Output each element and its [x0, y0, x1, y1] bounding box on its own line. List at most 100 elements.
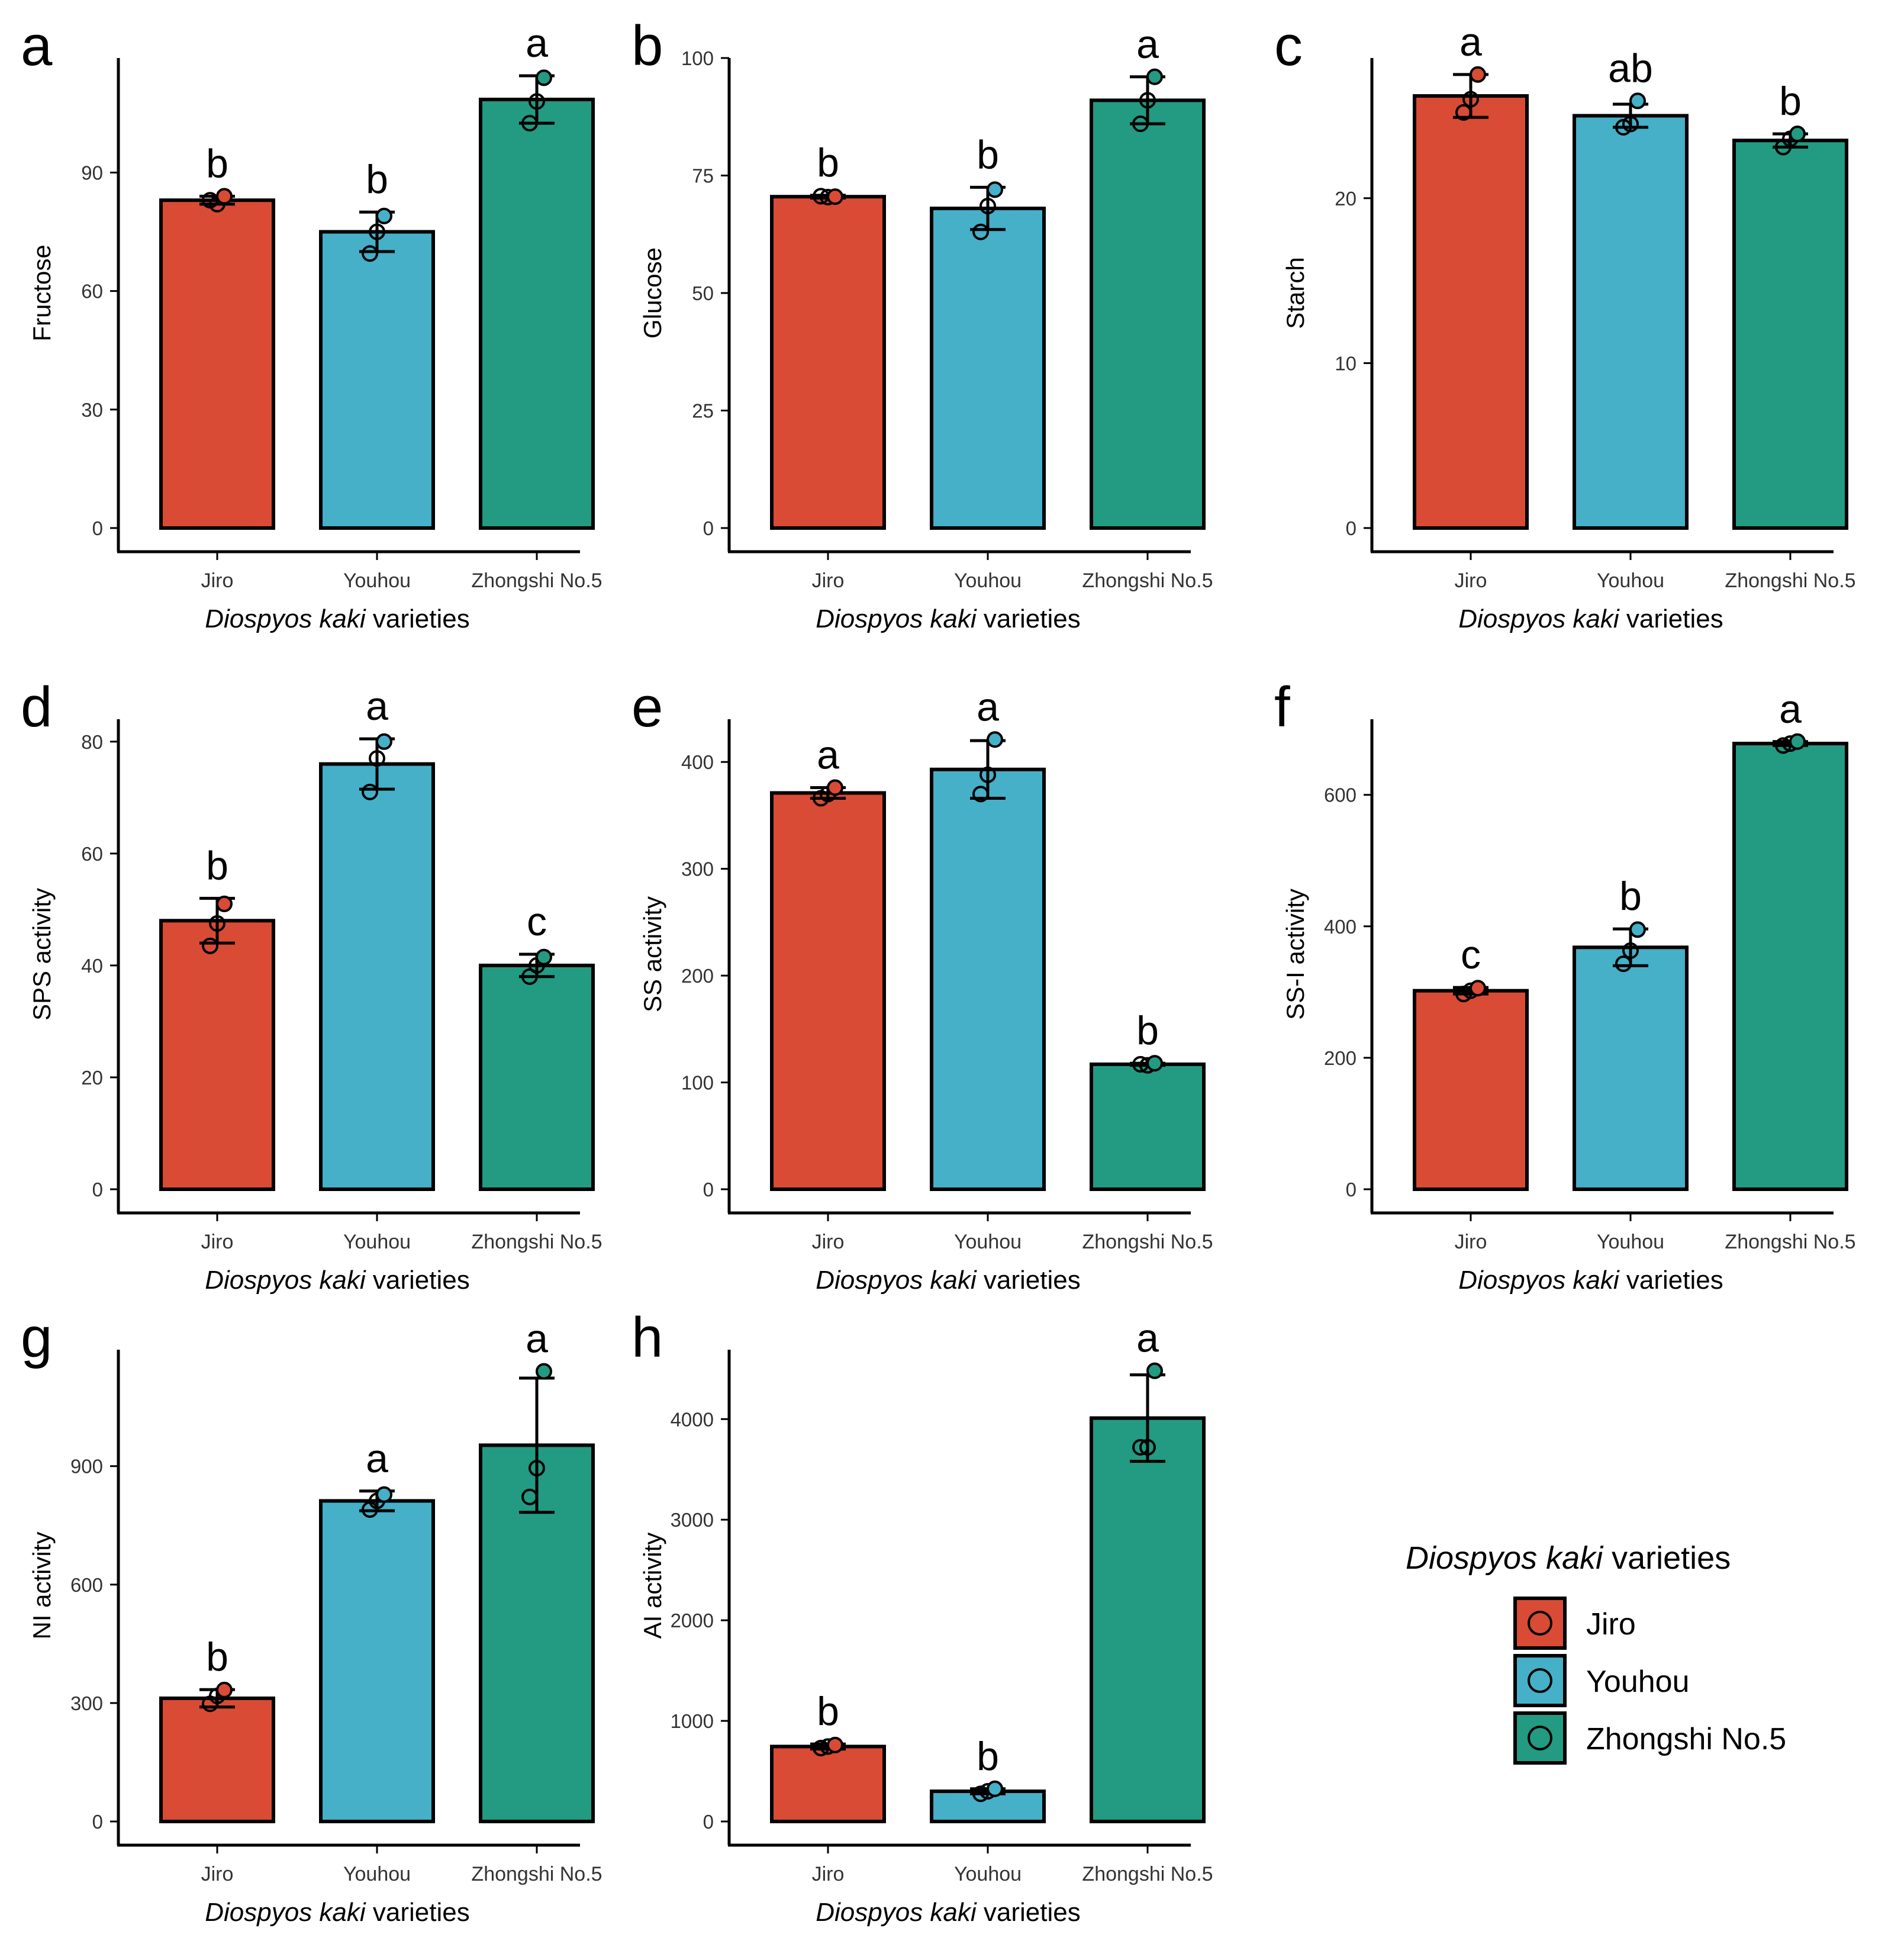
panel-b: b Glucose 0 25 50 75 100 b Jiro b Youhou a Zhongshi …: [631, 14, 1213, 633]
panel-label-h: h: [631, 1306, 663, 1369]
y-axis-label-e: SS activity: [639, 896, 666, 1012]
y-tick-label-f-0: 0: [1346, 1179, 1357, 1201]
x-axis-label-italic-d: Diospyos kaki: [205, 1266, 366, 1295]
panels-group: a Fructose 0 30 60 90 b Jiro b Youhou a Zhongshi No…: [21, 14, 1856, 1927]
y-tick-label-b-2: 50: [692, 282, 714, 304]
legend-item-youhou: Youhou: [1513, 1654, 1690, 1707]
significance-letter-a-2: a: [526, 21, 548, 66]
bar-d-0: [159, 919, 275, 1192]
x-axis-label-rest-g: varieties: [366, 1898, 470, 1927]
y-tick-label-d-1: 20: [81, 1067, 103, 1089]
significance-letter-g-2: a: [526, 1317, 548, 1362]
legend-key-zhongshi: [1513, 1711, 1567, 1765]
x-tick-label-c-0: Jiro: [1455, 569, 1487, 592]
data-point-a-1-0: [362, 245, 378, 262]
data-point-h-1-2: [987, 1780, 1003, 1797]
y-axis-label-d: SPS activity: [28, 888, 56, 1021]
legend-key-youhou-point: [1528, 1668, 1552, 1693]
significance-letter-c-1: ab: [1608, 46, 1653, 91]
x-tick-label-h-2: Zhongshi No.5: [1082, 1863, 1213, 1885]
panel-label-e: e: [631, 675, 663, 739]
significance-letter-d-1: a: [366, 684, 388, 729]
significance-letter-b-2: a: [1136, 22, 1159, 67]
bar-c-0: [1413, 94, 1529, 530]
x-tick-label-g-2: Zhongshi No.5: [471, 1863, 602, 1885]
y-tick-label-d-0: 0: [92, 1179, 103, 1201]
x-tick-label-e-2: Zhongshi No.5: [1082, 1231, 1213, 1253]
panel-h: h AI activity 0 1000 2000 3000 4000 b Jiro b Youho…: [631, 1306, 1213, 1927]
x-tick-label-f-0: Jiro: [1455, 1231, 1487, 1253]
bar-f-2: [1732, 742, 1848, 1191]
panel-label-f: f: [1274, 675, 1290, 739]
significance-letter-e-1: a: [977, 684, 999, 729]
x-axis-label-c: Diospyos kaki varieties: [1458, 604, 1723, 633]
legend-key-jiro: [1513, 1597, 1567, 1650]
y-tick-label-e-4: 400: [681, 751, 714, 773]
y-tick-label-d-3: 60: [81, 843, 103, 865]
data-point-h-1-0: [972, 1785, 989, 1803]
panel-e: e SS activity 0 100 200 300 400 a Jiro a Youhou b Zh…: [631, 675, 1213, 1295]
significance-letter-f-2: a: [1779, 687, 1802, 732]
y-tick-label-c-2: 20: [1335, 188, 1357, 210]
x-tick-label-b-1: Youhou: [954, 569, 1022, 592]
legend-label-zhongshi: Zhongshi No.5: [1586, 1722, 1786, 1756]
x-axis-label-b: Diospyos kaki varieties: [816, 604, 1081, 633]
y-tick-label-h-0: 0: [703, 1811, 714, 1833]
data-point-c-1-2: [1629, 92, 1646, 110]
legend: Diospyos kaki varieties Jiro Youhou Zhon…: [1406, 1540, 1786, 1765]
data-point-e-1-1: [980, 766, 996, 783]
data-point-d-1-2: [376, 733, 392, 750]
data-point-a-2-1: [529, 93, 545, 110]
data-point-g-2-1: [529, 1460, 545, 1477]
data-point-g-2-2: [536, 1363, 552, 1380]
legend-title-rest: varieties: [1603, 1540, 1731, 1576]
data-point-c-0-0: [1455, 104, 1472, 121]
data-point-b-1-1: [980, 198, 996, 215]
data-point-d-0-0: [202, 937, 218, 954]
significance-letter-h-1: b: [977, 1734, 999, 1779]
data-point-f-1-1: [1622, 942, 1639, 959]
x-axis-label-h: Diospyos kaki varieties: [816, 1898, 1081, 1927]
x-axis-label-e: Diospyos kaki varieties: [816, 1266, 1081, 1295]
data-point-d-1-1: [369, 750, 385, 767]
y-tick-label-h-4: 4000: [671, 1408, 714, 1430]
bar-a-2: [479, 98, 595, 530]
panel-label-c: c: [1274, 14, 1303, 78]
panel-label-b: b: [631, 14, 663, 78]
legend-label-youhou: Youhou: [1586, 1665, 1690, 1699]
x-axis-label-italic-g: Diospyos kaki: [205, 1898, 366, 1927]
y-tick-label-e-0: 0: [703, 1179, 714, 1201]
y-tick-label-b-1: 25: [692, 400, 714, 422]
panel-label-g: g: [21, 1306, 52, 1369]
data-point-c-2-2: [1789, 125, 1806, 143]
y-tick-label-g-3: 900: [70, 1456, 103, 1478]
data-point-d-1-0: [362, 783, 378, 800]
data-point-b-2-1: [1139, 92, 1156, 109]
data-point-h-2-1: [1139, 1438, 1156, 1456]
legend-item-zhongshi: Zhongshi No.5: [1513, 1711, 1786, 1765]
x-axis-label-italic-c: Diospyos kaki: [1458, 604, 1620, 633]
x-tick-label-e-0: Jiro: [812, 1231, 845, 1253]
y-tick-label-e-2: 200: [681, 965, 714, 987]
legend-key-youhou: [1513, 1654, 1567, 1707]
data-point-h-2-2: [1146, 1362, 1163, 1379]
data-point-c-0-1: [1462, 91, 1479, 108]
significance-letter-e-0: a: [817, 732, 839, 777]
y-tick-label-d-2: 40: [81, 955, 103, 977]
x-axis-label-italic-b: Diospyos kaki: [816, 604, 977, 633]
significance-letter-h-2: a: [1136, 1316, 1159, 1361]
y-tick-label-b-4: 100: [681, 47, 714, 69]
x-tick-label-h-0: Jiro: [812, 1863, 845, 1885]
bar-d-1: [319, 762, 435, 1191]
bar-c-1: [1573, 114, 1689, 530]
x-axis-label-rest-f: varieties: [1619, 1266, 1723, 1295]
data-point-b-1-0: [972, 223, 989, 240]
data-point-f-1-2: [1629, 921, 1646, 938]
bar-a-0: [159, 198, 275, 530]
y-tick-label-a-1: 30: [81, 399, 103, 421]
y-tick-label-c-0: 0: [1346, 517, 1357, 539]
data-point-h-0-2: [827, 1736, 843, 1753]
data-point-e-0-2: [827, 779, 843, 796]
x-axis-label-rest-a: varieties: [366, 604, 470, 633]
